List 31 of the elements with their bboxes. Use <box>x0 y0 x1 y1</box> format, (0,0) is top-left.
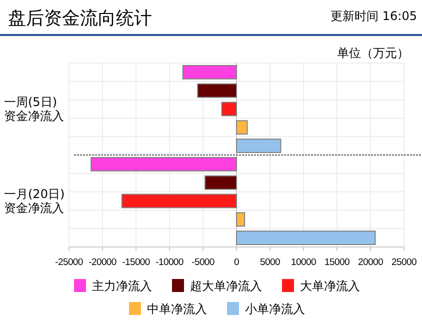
bar <box>197 83 237 98</box>
chart-title: 盘后资金流向统计 <box>8 8 152 29</box>
x-tick-label: 25000 <box>392 257 416 268</box>
bar <box>236 138 282 153</box>
bar <box>90 157 237 172</box>
legend-label: 小单净流入 <box>245 302 305 316</box>
x-tick-label: 10000 <box>291 257 316 268</box>
bar <box>236 120 248 135</box>
legend-label: 大单净流入 <box>300 279 360 293</box>
x-tick-label: -25000 <box>55 257 83 268</box>
x-tick-label: 0 <box>234 257 240 268</box>
bar <box>221 102 237 116</box>
legend-label: 主力净流入 <box>92 279 152 293</box>
text: 单位（万元） <box>337 46 409 60</box>
text: 更新时间 16:05 <box>330 9 417 23</box>
x-tick-label: -15000 <box>122 257 150 268</box>
bar <box>182 65 237 80</box>
x-tick-label: -10000 <box>156 257 184 268</box>
x-tick-label: -5000 <box>192 257 214 268</box>
bar <box>121 194 237 208</box>
x-tick-label: 15000 <box>324 257 350 268</box>
x-tick-label: 5000 <box>260 257 280 268</box>
legend-label: 中单净流入 <box>147 302 207 316</box>
y-tick-label: 一月(20日) 资金净流入 <box>4 187 65 215</box>
bar <box>236 230 376 245</box>
bar <box>236 212 246 227</box>
bar <box>204 175 237 190</box>
legend-label: 超大单净流入 <box>190 279 262 293</box>
x-tick-label: -20000 <box>88 257 116 268</box>
x-tick-label: 20000 <box>358 257 383 268</box>
y-tick-label: 一周(5日) 资金净流入 <box>4 95 64 123</box>
